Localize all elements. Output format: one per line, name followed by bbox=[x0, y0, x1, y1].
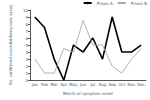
svg-text:4: 4 bbox=[25, 50, 28, 55]
svg-text:Mar: Mar bbox=[50, 82, 58, 87]
svg-text:Prison A: Prison A bbox=[97, 1, 113, 6]
svg-text:7: 7 bbox=[25, 29, 28, 34]
svg-text:Aug: Aug bbox=[99, 82, 107, 87]
svg-text:Dec: Dec bbox=[137, 82, 145, 87]
svg-text:Feb: Feb bbox=[41, 82, 49, 87]
svg-text:2: 2 bbox=[25, 64, 28, 69]
svg-text:8: 8 bbox=[25, 22, 28, 27]
svg-text:Sep: Sep bbox=[108, 82, 116, 87]
svg-text:9: 9 bbox=[25, 15, 28, 20]
svg-text:May: May bbox=[69, 82, 78, 87]
svg-text:Month of symptom onset: Month of symptom onset bbox=[63, 91, 114, 96]
svg-text:Prison B: Prison B bbox=[131, 1, 147, 6]
svg-text:Nov: Nov bbox=[128, 82, 136, 87]
svg-text:Jun: Jun bbox=[79, 82, 87, 87]
svg-text:Oct: Oct bbox=[118, 82, 125, 87]
svg-text:Jul: Jul bbox=[89, 82, 95, 87]
svg-text:0: 0 bbox=[25, 78, 28, 83]
svg-text:6: 6 bbox=[25, 36, 28, 41]
svg-text:1: 1 bbox=[25, 71, 28, 76]
svg-text:10: 10 bbox=[23, 8, 29, 13]
svg-text:Apr: Apr bbox=[60, 82, 67, 87]
svg-text:3: 3 bbox=[25, 57, 28, 62]
svg-text:Jan: Jan bbox=[31, 82, 39, 87]
svg-text:No. confirmed coccidioidomycos: No. confirmed coccidioidomycosis cases bbox=[8, 5, 13, 85]
svg-text:5: 5 bbox=[25, 43, 28, 48]
